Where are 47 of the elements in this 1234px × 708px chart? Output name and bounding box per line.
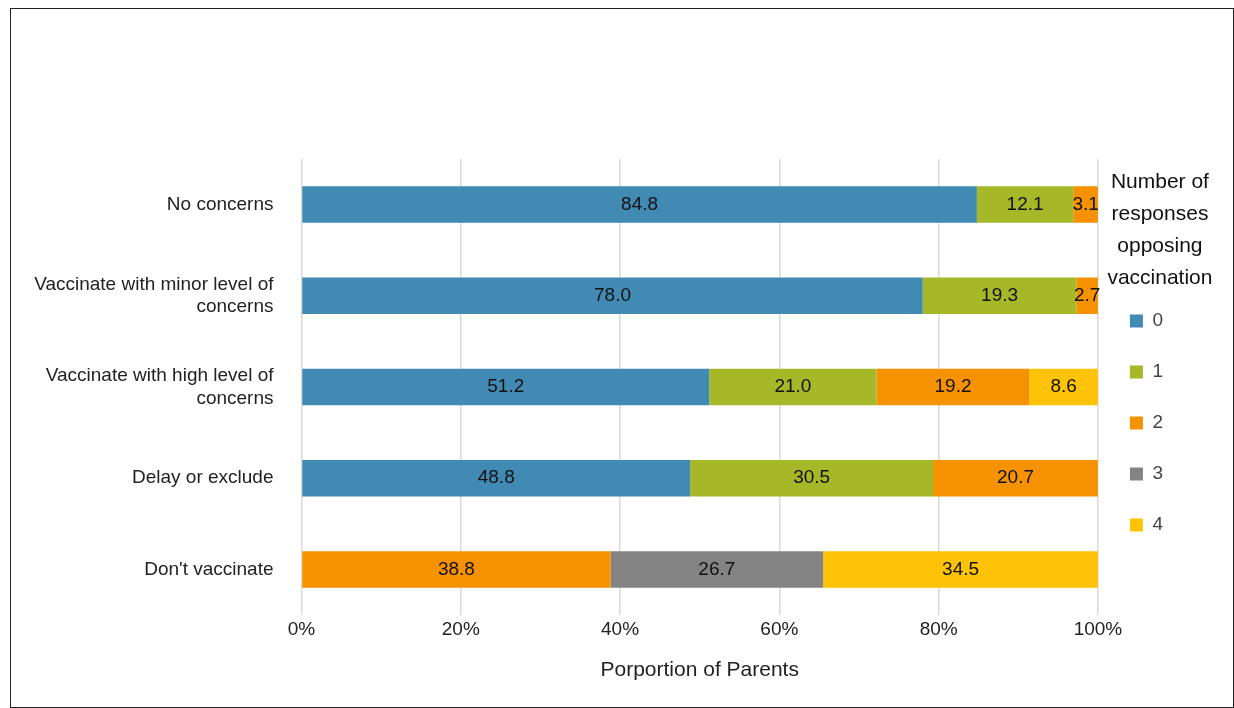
x-tick-label: 20% bbox=[441, 617, 480, 639]
data-label: 3.1 bbox=[1072, 192, 1099, 214]
bar bbox=[1029, 368, 1098, 406]
x-tick-label: 80% bbox=[919, 617, 958, 639]
bar bbox=[690, 459, 934, 497]
x-tick-label: 100% bbox=[1073, 617, 1123, 639]
bar bbox=[876, 368, 1030, 406]
data-label: 19.3 bbox=[981, 284, 1019, 306]
data-label: 19.2 bbox=[934, 375, 972, 397]
data-label: 12.1 bbox=[1006, 192, 1044, 214]
bar bbox=[976, 186, 1074, 223]
data-label: 48.8 bbox=[477, 466, 515, 488]
bar bbox=[933, 459, 1098, 497]
legend-title: Number of responses opposing vaccination bbox=[1107, 168, 1213, 288]
y-tick-label: No concerns bbox=[166, 192, 274, 214]
bar bbox=[823, 551, 1098, 588]
bar bbox=[610, 551, 824, 588]
bar bbox=[302, 186, 977, 223]
data-label: 26.7 bbox=[698, 557, 736, 579]
data-label: 30.5 bbox=[793, 466, 831, 488]
bar bbox=[302, 368, 710, 406]
data-label: 20.7 bbox=[997, 466, 1034, 488]
x-tick-label: 60% bbox=[760, 617, 799, 639]
y-tick-label: Delay or exclude bbox=[131, 466, 274, 488]
bar bbox=[302, 551, 611, 588]
data-label: 21.0 bbox=[774, 375, 812, 397]
y-tick-label: Vaccinate with high level of concerns bbox=[45, 363, 275, 408]
x-tick-label: 0% bbox=[287, 617, 316, 639]
legend-label: 1 bbox=[1152, 360, 1164, 382]
x-tick-label: 40% bbox=[601, 617, 640, 639]
bar bbox=[302, 277, 923, 315]
legend-label: 3 bbox=[1152, 462, 1164, 484]
data-label: 78.0 bbox=[593, 284, 631, 306]
bar bbox=[922, 277, 1077, 315]
legend-label: 0 bbox=[1152, 309, 1164, 331]
y-tick-label: Vaccinate with minor level of concerns bbox=[34, 272, 275, 317]
y-tick-label: Don't vaccinate bbox=[144, 557, 274, 579]
bar bbox=[302, 459, 691, 497]
data-label: 38.8 bbox=[437, 557, 475, 579]
data-label: 51.2 bbox=[487, 375, 525, 397]
data-label: 84.8 bbox=[621, 192, 659, 214]
data-label: 34.5 bbox=[942, 557, 980, 579]
legend-label: 2 bbox=[1152, 411, 1164, 433]
bar bbox=[709, 368, 877, 406]
x-axis-title: Porportion of Parents bbox=[600, 657, 799, 681]
legend-label: 4 bbox=[1152, 513, 1164, 535]
data-label: 8.6 bbox=[1050, 375, 1077, 397]
